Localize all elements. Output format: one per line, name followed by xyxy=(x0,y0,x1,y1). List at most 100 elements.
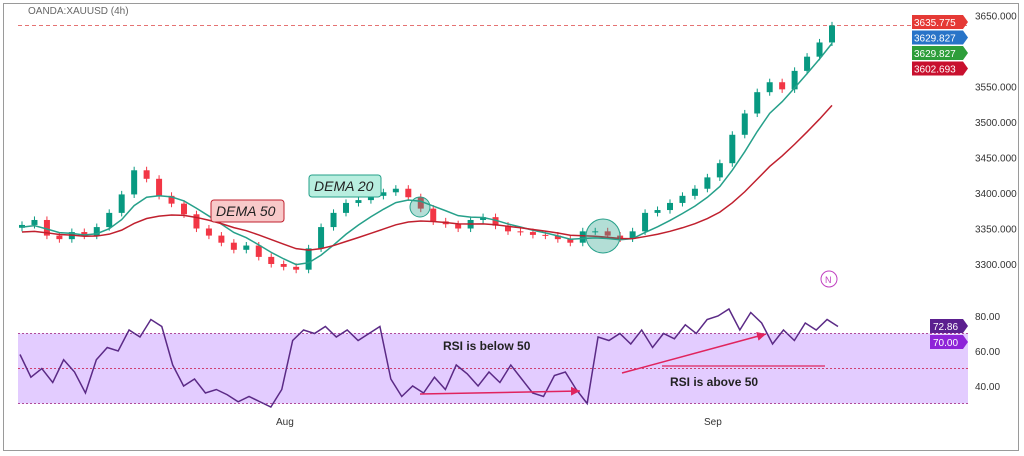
rsi-label-tag xyxy=(930,319,968,333)
candle-body xyxy=(280,264,287,267)
dema50-line xyxy=(21,104,833,251)
candle-body xyxy=(243,245,250,250)
price-label-tag xyxy=(912,30,968,45)
price-axis-tick: 3300.000 xyxy=(975,260,1017,271)
crossover-circle xyxy=(409,196,431,218)
time-axis-tick-sep: Sep xyxy=(704,417,722,428)
candle-body xyxy=(604,231,611,236)
candle-body xyxy=(343,202,349,213)
time-axis-tick-aug: Aug xyxy=(276,417,294,428)
candle-body xyxy=(579,231,586,243)
candle-body xyxy=(181,203,187,215)
candle-body xyxy=(417,197,424,209)
candle-body xyxy=(505,225,511,232)
symbol-title: OANDA:XAUUSD (4h) xyxy=(28,6,129,17)
candle-body xyxy=(31,219,38,225)
candle-body xyxy=(143,170,150,179)
rsi-label-value: 70.00 xyxy=(933,338,958,349)
candle-body xyxy=(804,56,811,71)
candle-body xyxy=(567,239,574,243)
candle-body xyxy=(480,217,487,220)
candle-body xyxy=(517,231,524,233)
candle-body xyxy=(592,231,599,233)
price-label-value: 3629.827 xyxy=(914,49,956,60)
price-label-value: 3629.827 xyxy=(914,34,956,45)
candle-body xyxy=(716,163,723,178)
crossover-circle xyxy=(585,218,621,254)
candle-body xyxy=(131,170,138,195)
rsi-axis-tick: 60.00 xyxy=(975,347,1000,358)
indicator-badge-label: N xyxy=(825,275,832,285)
price-label-value: 3602.693 xyxy=(914,65,956,76)
candle-body xyxy=(816,42,823,57)
candle-body xyxy=(430,208,437,222)
candle-body xyxy=(367,195,374,201)
price-label-value: 3635.775 xyxy=(914,18,956,29)
candle-body xyxy=(741,113,748,135)
candle-body xyxy=(168,195,175,204)
price-axis-tick: 3450.000 xyxy=(975,154,1017,165)
candle-body xyxy=(405,188,412,198)
candle-body xyxy=(255,245,262,257)
candle-body xyxy=(492,217,499,226)
candle-body xyxy=(355,200,362,203)
rsi-above-label: RSI is above 50 xyxy=(670,375,758,389)
candle-body xyxy=(392,188,399,193)
candle-body xyxy=(629,231,636,239)
candle-body xyxy=(542,234,549,236)
candle-body xyxy=(791,70,798,90)
indicator-badge-circle xyxy=(820,270,838,288)
dema20-label: DEMA 20 xyxy=(314,178,374,194)
candle-body xyxy=(43,219,50,236)
candle-body xyxy=(118,194,125,213)
rsi-below-label: RSI is below 50 xyxy=(443,339,531,353)
chart-frame xyxy=(3,3,1019,451)
candle-body xyxy=(679,195,686,203)
rsi-line xyxy=(19,307,839,408)
dema50-label: DEMA 50 xyxy=(216,203,276,219)
dema50-callout xyxy=(210,199,285,223)
candle-body xyxy=(704,177,711,189)
candle-body xyxy=(642,212,649,232)
rsi-axis-tick: 40.00 xyxy=(975,382,1000,393)
rsi-band xyxy=(18,333,968,404)
price-label-tag xyxy=(912,61,968,76)
dema20-line xyxy=(21,42,833,266)
candle-body xyxy=(330,212,337,228)
candle-body xyxy=(691,188,698,196)
candle-body xyxy=(766,82,773,93)
candle-body xyxy=(380,192,387,196)
candle-body xyxy=(729,134,736,164)
rsi-axis-tick: 80.00 xyxy=(975,312,1000,323)
candle-body xyxy=(779,82,786,90)
price-axis-tick: 3350.000 xyxy=(975,225,1017,236)
rsi-label-value: 72.86 xyxy=(933,322,958,333)
candle-body xyxy=(268,256,275,264)
candle-body xyxy=(318,227,325,249)
candle-body xyxy=(293,266,300,270)
candle-body xyxy=(230,242,237,250)
candle-body xyxy=(205,228,212,236)
price-axis-tick: 3650.000 xyxy=(975,12,1017,23)
candle-body xyxy=(754,92,761,114)
dema20-callout xyxy=(308,174,382,198)
candle-body xyxy=(106,212,113,228)
candle-body xyxy=(93,227,100,236)
price-label-tag xyxy=(912,15,968,29)
candle-body xyxy=(218,235,225,243)
candle-body xyxy=(56,235,63,240)
price-label-tag xyxy=(912,46,968,60)
price-axis-tick: 3500.000 xyxy=(975,118,1017,129)
candle-body xyxy=(81,232,88,236)
candle-body xyxy=(829,25,835,43)
price-axis-tick: 3550.000 xyxy=(975,83,1017,94)
price-axis-tick: 3400.000 xyxy=(975,189,1017,200)
candle-body xyxy=(305,248,312,270)
candle-body xyxy=(455,224,462,229)
rsi-label-tag xyxy=(930,335,968,349)
rsi-above-arrow xyxy=(621,332,767,374)
candle-body xyxy=(667,202,673,211)
candle-body xyxy=(193,214,200,229)
candle-body xyxy=(529,232,536,235)
